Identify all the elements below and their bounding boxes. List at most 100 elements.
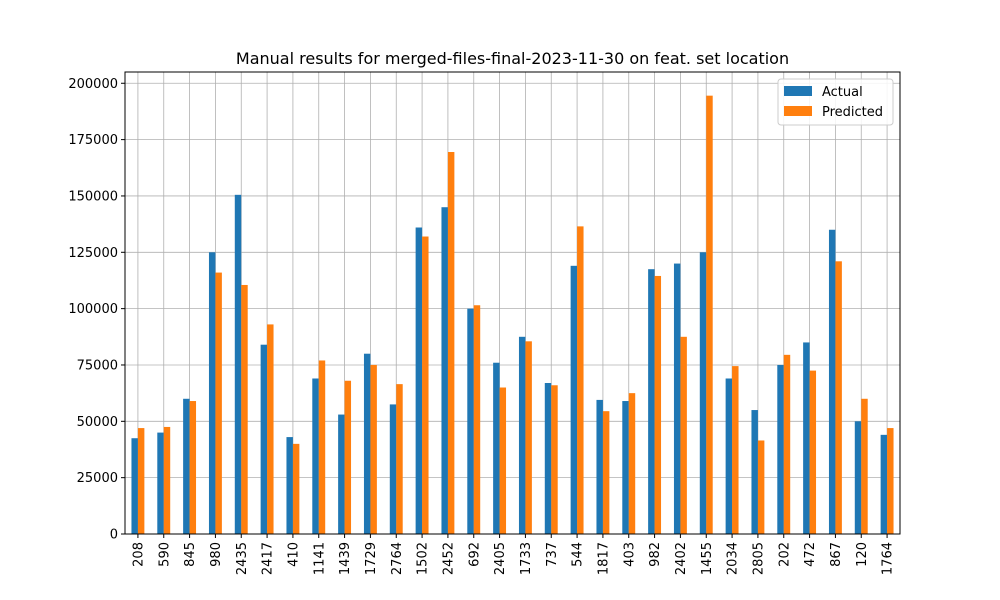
bar-actual-120 bbox=[854, 421, 862, 534]
bar-actual-980 bbox=[208, 252, 216, 535]
bar-actual-1729 bbox=[363, 353, 371, 534]
bar-actual-2034 bbox=[725, 378, 733, 534]
bar-actual-845 bbox=[183, 398, 190, 534]
bar-actual-208 bbox=[131, 438, 138, 534]
x-tick-label: 208 bbox=[131, 542, 146, 567]
bar-predicted-2417 bbox=[267, 324, 274, 534]
bar-predicted-1502 bbox=[422, 236, 429, 534]
legend-swatch-predicted bbox=[784, 106, 812, 116]
x-tick-label: 982 bbox=[648, 542, 663, 567]
x-tick-label: 1502 bbox=[416, 542, 431, 575]
bar-actual-544 bbox=[570, 265, 578, 534]
bar-predicted-980 bbox=[215, 272, 222, 534]
legend-label-predicted: Predicted bbox=[822, 105, 883, 120]
x-tick-label: 590 bbox=[157, 542, 172, 567]
bar-predicted-472 bbox=[809, 370, 817, 534]
bar-predicted-2764 bbox=[396, 384, 403, 534]
bar-predicted-202 bbox=[783, 354, 791, 534]
y-axis: 0 25000 50000 75000 100000 125000 150000 175000… bbox=[68, 77, 125, 543]
bar-predicted-1729 bbox=[370, 364, 377, 534]
bar-predicted-2805 bbox=[757, 440, 765, 534]
bar-actual-867 bbox=[828, 229, 836, 534]
bar-actual-982 bbox=[648, 269, 655, 534]
x-tick-label: 737 bbox=[545, 542, 560, 567]
bar-predicted-867 bbox=[835, 261, 842, 534]
bar-predicted-120 bbox=[861, 398, 868, 534]
bar-actual-1817 bbox=[596, 399, 603, 534]
bars bbox=[131, 95, 894, 535]
x-tick-label: 410 bbox=[286, 542, 301, 567]
x-tick-label: 2417 bbox=[261, 542, 276, 575]
bar-predicted-1817 bbox=[602, 411, 610, 534]
bar-actual-2452 bbox=[441, 207, 448, 534]
bar-predicted-410 bbox=[292, 443, 300, 534]
bar-predicted-544 bbox=[577, 226, 584, 534]
bar-predicted-1733 bbox=[525, 341, 532, 534]
bar-actual-1764 bbox=[880, 434, 888, 534]
bar-predicted-845 bbox=[189, 401, 197, 534]
plot-frame bbox=[124, 71, 901, 535]
bar-actual-1455 bbox=[699, 252, 707, 535]
bar-actual-1141 bbox=[312, 378, 319, 534]
bar-predicted-1455 bbox=[706, 95, 713, 534]
bar-predicted-1764 bbox=[887, 428, 894, 534]
bar-predicted-2435 bbox=[241, 284, 248, 534]
x-tick-label: 867 bbox=[829, 542, 844, 567]
x-tick-label: 1729 bbox=[364, 542, 379, 575]
bar-actual-403 bbox=[622, 401, 629, 534]
x-tick-label: 120 bbox=[855, 542, 870, 567]
y-tick-label: 75000 bbox=[77, 358, 118, 373]
bar-actual-410 bbox=[286, 437, 293, 534]
x-tick-label: 1764 bbox=[881, 542, 896, 575]
x-tick-label: 1455 bbox=[700, 542, 715, 575]
x-tick-label: 544 bbox=[571, 542, 586, 567]
bar-actual-1733 bbox=[518, 336, 526, 534]
legend: Actual Predicted bbox=[777, 78, 894, 126]
x-tick-label: 2452 bbox=[441, 542, 456, 575]
bar-actual-2402 bbox=[673, 263, 681, 534]
bar-predicted-1439 bbox=[344, 380, 352, 534]
x-tick-label: 472 bbox=[803, 542, 818, 567]
x-tick-label: 202 bbox=[777, 542, 792, 567]
x-tick-label: 2402 bbox=[674, 542, 689, 575]
y-tick-label: 100000 bbox=[68, 302, 118, 317]
y-tick-label: 175000 bbox=[68, 133, 118, 148]
legend-swatch-actual bbox=[784, 86, 812, 96]
legend-label-actual: Actual bbox=[822, 85, 863, 100]
bar-actual-737 bbox=[544, 383, 552, 534]
bar-predicted-2402 bbox=[680, 336, 687, 534]
bar-actual-472 bbox=[803, 342, 810, 534]
y-tick-label: 125000 bbox=[68, 246, 118, 261]
x-tick-label: 980 bbox=[209, 542, 224, 567]
bar-actual-2405 bbox=[493, 362, 500, 534]
x-tick-label: 2764 bbox=[390, 542, 405, 575]
bar-actual-2764 bbox=[389, 404, 397, 534]
bar-predicted-692 bbox=[473, 305, 481, 534]
bar-actual-590 bbox=[157, 432, 164, 534]
x-tick-label: 1817 bbox=[596, 542, 611, 575]
x-tick-label: 2435 bbox=[235, 542, 250, 575]
x-axis: 208 590 845 980 2435 2417 410 1141 1439 1729 2764 1… bbox=[131, 534, 896, 575]
bar-predicted-590 bbox=[163, 426, 171, 534]
chart-title: Manual results for merged-files-final-20… bbox=[236, 49, 789, 68]
x-tick-label: 1733 bbox=[519, 542, 534, 575]
x-tick-label: 2405 bbox=[493, 542, 508, 575]
bar-predicted-2452 bbox=[447, 152, 455, 534]
bar-predicted-208 bbox=[137, 428, 145, 534]
bar-actual-202 bbox=[777, 364, 784, 534]
bar-actual-1439 bbox=[338, 414, 345, 534]
bar-actual-1502 bbox=[415, 227, 423, 534]
x-tick-label: 1439 bbox=[338, 542, 353, 575]
x-tick-label: 2805 bbox=[751, 542, 766, 575]
bar-predicted-982 bbox=[654, 275, 662, 534]
x-tick-label: 1141 bbox=[312, 542, 327, 575]
bar-predicted-2034 bbox=[732, 366, 739, 534]
x-tick-label: 403 bbox=[622, 542, 637, 567]
bar-actual-692 bbox=[467, 308, 474, 534]
bar-predicted-403 bbox=[628, 393, 636, 534]
y-tick-label: 50000 bbox=[77, 415, 118, 430]
x-tick-label: 2034 bbox=[726, 542, 741, 575]
x-tick-label: 845 bbox=[183, 542, 198, 567]
bar-predicted-2405 bbox=[499, 387, 507, 534]
bar-predicted-737 bbox=[551, 385, 558, 534]
